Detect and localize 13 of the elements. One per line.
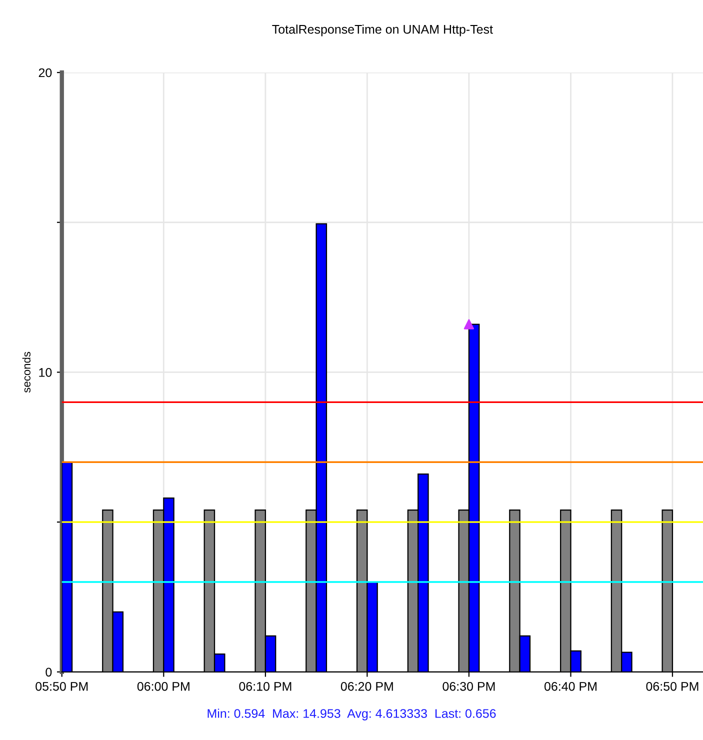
y-tick-label: 0 [46,668,52,677]
x-tick-label: 06:10 PM [239,682,292,691]
x-tick-label: 05:50 PM [36,682,88,691]
y-tick-label: 20 [38,68,52,78]
x-tick-label: 06:30 PM [442,682,495,691]
chart-title: TotalResponseTime on UNAM Http-Test [272,24,493,36]
x-tick-label: 06:20 PM [340,682,393,691]
text: Min: 0.594 Max: 14.953 Avg: 4.613333 Last: 0.656 [208,708,496,720]
y-axis-title: seconds [22,352,30,393]
x-tick-label: 06:00 PM [137,682,190,691]
x-tick-label: 06:40 PM [544,682,596,691]
y-tick-label: 10 [39,368,52,377]
x-tick-label: 06:50 PM [646,682,698,691]
